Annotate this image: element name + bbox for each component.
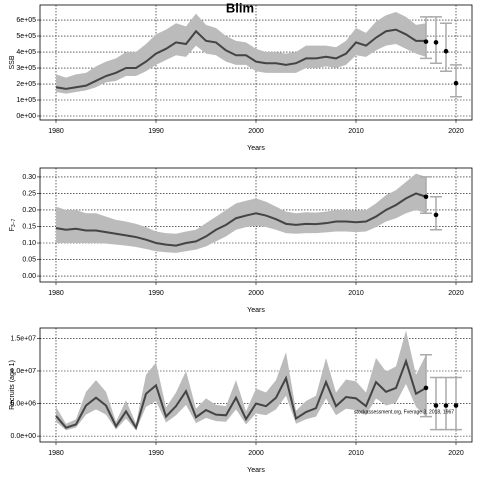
- confidence-band: [56, 173, 426, 253]
- x-tick-label: 1980: [48, 450, 64, 457]
- y-axis-label-text: F: [9, 227, 16, 231]
- y-tick-label: 6e+05: [16, 17, 36, 24]
- x-tick-label: 2000: [248, 290, 264, 297]
- y-tick-label: 1.0e+07: [11, 368, 37, 375]
- projection-point: [453, 80, 459, 86]
- x-axis-label: Years: [247, 467, 265, 474]
- y-tick-label: 0.30: [22, 174, 36, 181]
- x-tick-label: 1980: [48, 128, 64, 135]
- y-tick-label: 0e+00: [16, 113, 36, 120]
- x-tick-label: 2010: [348, 450, 364, 457]
- y-tick-label: 0.15: [22, 223, 36, 230]
- line: [55, 192, 427, 247]
- y-tick-label: 0.10: [22, 240, 36, 247]
- error-bar: [430, 16, 442, 64]
- y-tick-label: 5.0e+06: [11, 400, 37, 407]
- confidence-band: [56, 12, 426, 94]
- x-tick-label: 1990: [148, 290, 164, 297]
- y-axis-label: F3−7: [9, 218, 17, 231]
- y-tick-label: 3e+05: [16, 65, 36, 72]
- projection-point: [443, 48, 449, 54]
- x-tick-label: 1990: [148, 128, 164, 135]
- y-tick-label: 0.0e+00: [11, 433, 37, 440]
- x-tick-label: 2020: [448, 290, 464, 297]
- y-axis-label: Recruits (age 1): [9, 360, 16, 410]
- confidence-band: [56, 330, 426, 431]
- plot-frame: [39, 167, 473, 283]
- x-tick-label: 2000: [248, 128, 264, 135]
- y-tick-label: 4e+05: [16, 49, 36, 56]
- y-tick-label: 0.25: [22, 190, 36, 197]
- y-tick-label: 1e+05: [16, 97, 36, 104]
- y-tick-label: 2e+05: [16, 81, 36, 88]
- y-axis-label: SSB: [9, 55, 16, 69]
- x-tick-label: 1990: [148, 450, 164, 457]
- x-tick-label: 2020: [448, 450, 464, 457]
- projection-point: [433, 40, 439, 45]
- projection-point: [453, 403, 459, 408]
- y-axis-label-text: SSB: [9, 55, 16, 69]
- plot-frame: [39, 327, 473, 443]
- x-tick-label: 2010: [348, 128, 364, 135]
- projection-point: [423, 39, 429, 44]
- y-tick-label: 5e+05: [16, 33, 36, 40]
- error-bar: [450, 64, 462, 98]
- line: [55, 358, 427, 431]
- projection-point: [433, 403, 439, 408]
- error-bar: [440, 22, 452, 72]
- x-tick-label: 2020: [448, 128, 464, 135]
- x-tick-label: 2000: [248, 450, 264, 457]
- x-axis-label: Years: [247, 145, 265, 152]
- projection-point: [423, 194, 429, 200]
- plot-frame: [39, 4, 473, 121]
- y-tick-label: 0.20: [22, 207, 36, 214]
- projection-point: [443, 403, 449, 408]
- y-tick-label: 1.5e+07: [11, 335, 37, 342]
- y-axis-label-text: Recruits (age 1): [9, 360, 16, 410]
- x-axis-label: Years: [247, 307, 265, 314]
- y-tick-label: 0.05: [22, 256, 36, 263]
- chart-title: Blim: [226, 0, 254, 15]
- y-tick-label: 0.00: [22, 273, 36, 280]
- x-tick-label: 2010: [348, 290, 364, 297]
- projection-point: [433, 212, 439, 218]
- y-axis-label-sub: 3−7: [11, 218, 17, 227]
- x-tick-label: 1980: [48, 290, 64, 297]
- annotation: stockassessment.org, Fverage 3, 2018, 19…: [354, 409, 454, 415]
- projection-point: [423, 385, 429, 391]
- line: [55, 28, 426, 90]
